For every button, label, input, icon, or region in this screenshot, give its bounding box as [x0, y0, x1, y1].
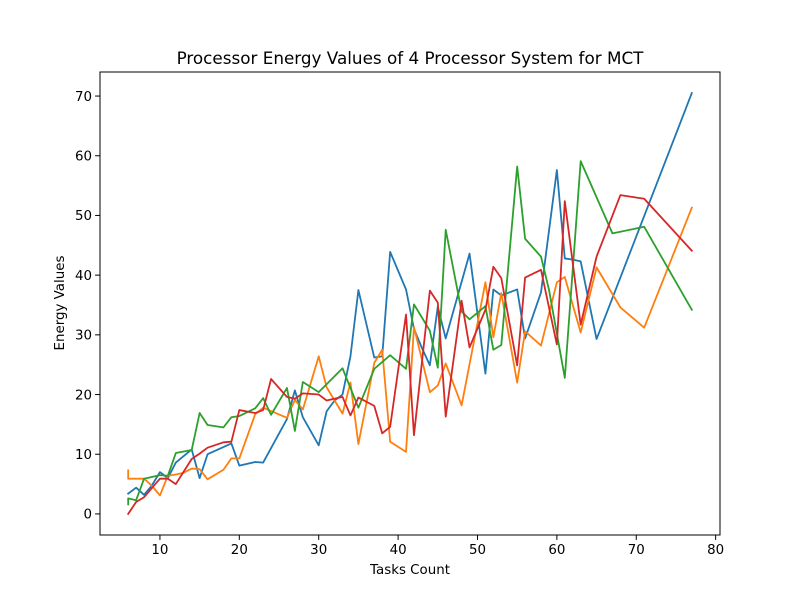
series-line-2: [127, 206, 693, 497]
x-tick-label: 30: [310, 543, 327, 558]
y-tick-label: 60: [75, 150, 92, 165]
x-tick-label: 70: [628, 543, 645, 558]
y-tick-label: 10: [75, 448, 92, 463]
y-tick-label: 40: [75, 269, 92, 284]
y-tick-label: 20: [75, 388, 92, 403]
series-line-4: [126, 194, 694, 516]
chart-title: Processor Energy Values of 4 Processor S…: [177, 48, 645, 68]
x-tick-label: 40: [390, 543, 407, 558]
plot-frame: [99, 71, 721, 536]
series-line-3: [127, 160, 694, 506]
x-axis: 10 20 30 40 50 60 70 80: [151, 535, 724, 558]
x-tick-label: 50: [469, 543, 486, 558]
plot-area: [126, 91, 694, 516]
y-tick-label: 30: [75, 329, 92, 344]
x-tick-label: 60: [548, 543, 565, 558]
y-tick-label: 0: [83, 508, 92, 523]
x-tick-label: 10: [151, 543, 168, 558]
x-tick-label: 80: [707, 543, 724, 558]
y-axis: 0 10 20 30 40 50 60 70: [75, 90, 100, 523]
y-axis-label: Energy Values: [53, 256, 68, 351]
x-axis-label: Tasks Count: [369, 563, 450, 578]
y-tick-label: 70: [75, 90, 92, 105]
x-tick-label: 20: [231, 543, 248, 558]
y-tick-label: 50: [75, 209, 92, 224]
